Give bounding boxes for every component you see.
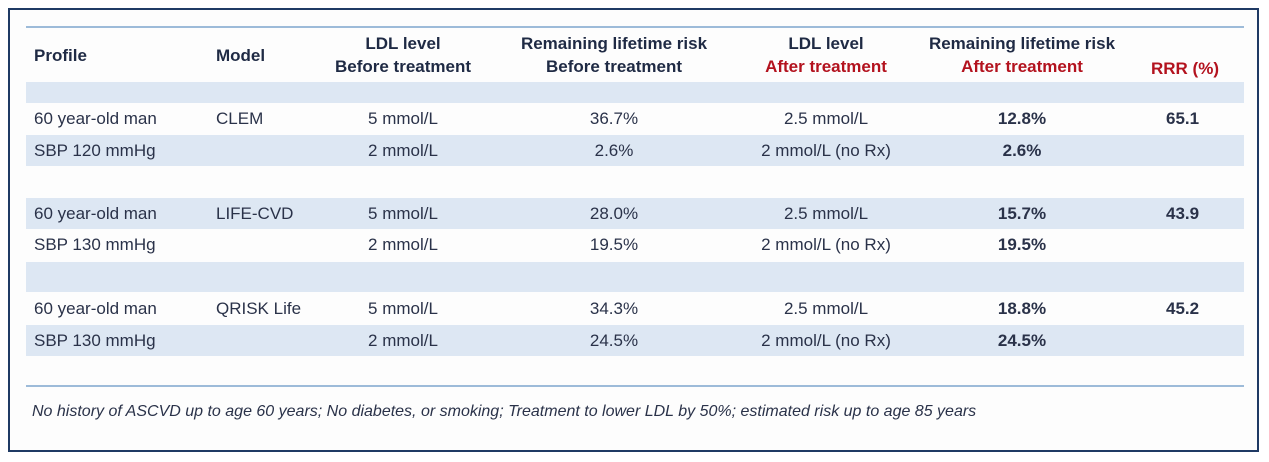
cell-ldl-before: 2 mmol/L xyxy=(368,235,438,254)
row-band xyxy=(26,198,1244,229)
header-risk-after: Remaining lifetime risk After treatment xyxy=(912,32,1132,78)
header-risk-before-line2: Before treatment xyxy=(545,57,683,76)
cell-rrr: 65.1 xyxy=(1166,109,1200,128)
header-profile: Profile xyxy=(34,46,87,65)
cell-model: CLEM xyxy=(216,109,264,128)
cell-model: LIFE-CVD xyxy=(216,204,294,223)
header-ldl-after-line2: After treatment xyxy=(765,57,887,76)
row-band xyxy=(26,325,1244,356)
cell-risk-before: 24.5% xyxy=(589,331,639,350)
header-ldl-before-line2: Before treatment xyxy=(334,57,472,76)
cell-ldl-after: 2.5 mmol/L xyxy=(783,204,869,223)
header-ldl-after-line1: LDL level xyxy=(788,34,864,53)
cell-profile: SBP 120 mmHg xyxy=(34,141,156,160)
spacer-band xyxy=(26,82,1244,103)
cell-ldl-before: 5 mmol/L xyxy=(368,109,438,128)
cell-ldl-before: 2 mmol/L xyxy=(368,331,438,350)
cell-risk-before: 19.5% xyxy=(589,235,639,254)
cell-profile: SBP 130 mmHg xyxy=(34,235,156,254)
cell-risk-before: 34.3% xyxy=(589,299,639,318)
row-band xyxy=(26,135,1244,166)
cell-risk-after: 18.8% xyxy=(997,299,1047,318)
cell-ldl-after: 2 mmol/L (no Rx) xyxy=(761,331,891,350)
header-model: Model xyxy=(216,46,266,65)
spacer-band xyxy=(26,262,1244,292)
cell-ldl-after: 2.5 mmol/L xyxy=(783,299,869,318)
cell-rrr: 45.2 xyxy=(1166,299,1200,318)
header-ldl-before: LDL level Before treatment xyxy=(318,32,488,78)
cell-risk-before: 28.0% xyxy=(589,204,639,223)
cell-risk-after: 15.7% xyxy=(997,204,1047,223)
cell-ldl-after: 2.5 mmol/L xyxy=(783,109,869,128)
cell-ldl-before: 5 mmol/L xyxy=(368,299,438,318)
cell-risk-after: 12.8% xyxy=(997,109,1047,128)
cell-ldl-before: 5 mmol/L xyxy=(368,204,438,223)
header-rrr: RRR (%) xyxy=(1151,59,1219,78)
header-risk-before: Remaining lifetime risk Before treatment xyxy=(502,32,726,78)
cell-ldl-before: 2 mmol/L xyxy=(368,141,438,160)
cell-profile: 60 year-old man xyxy=(34,299,157,318)
cell-rrr: 43.9 xyxy=(1166,204,1200,223)
cell-profile: 60 year-old man xyxy=(34,109,157,128)
footnote: No history of ASCVD up to age 60 years; … xyxy=(32,403,977,420)
header-risk-after-line1: Remaining lifetime risk xyxy=(928,34,1116,53)
header-ldl-after: LDL level After treatment xyxy=(744,32,908,78)
header-risk-before-line1: Remaining lifetime risk xyxy=(520,34,708,53)
cell-profile: SBP 130 mmHg xyxy=(34,331,156,350)
header-risk-after-line2: After treatment xyxy=(961,57,1083,76)
cell-risk-before: 36.7% xyxy=(589,109,639,128)
cell-risk-after: 19.5% xyxy=(997,235,1047,254)
cell-profile: 60 year-old man xyxy=(34,204,157,223)
cell-risk-before: 2.6% xyxy=(594,141,634,160)
header-ldl-before-line1: LDL level xyxy=(365,34,441,53)
top-rule xyxy=(26,26,1244,28)
cell-risk-after: 2.6% xyxy=(1002,141,1042,160)
cell-ldl-after: 2 mmol/L (no Rx) xyxy=(761,235,891,254)
bottom-rule xyxy=(26,385,1244,387)
cell-model: QRISK Life xyxy=(216,299,302,318)
cell-risk-after: 24.5% xyxy=(997,331,1047,350)
cell-ldl-after: 2 mmol/L (no Rx) xyxy=(761,141,891,160)
